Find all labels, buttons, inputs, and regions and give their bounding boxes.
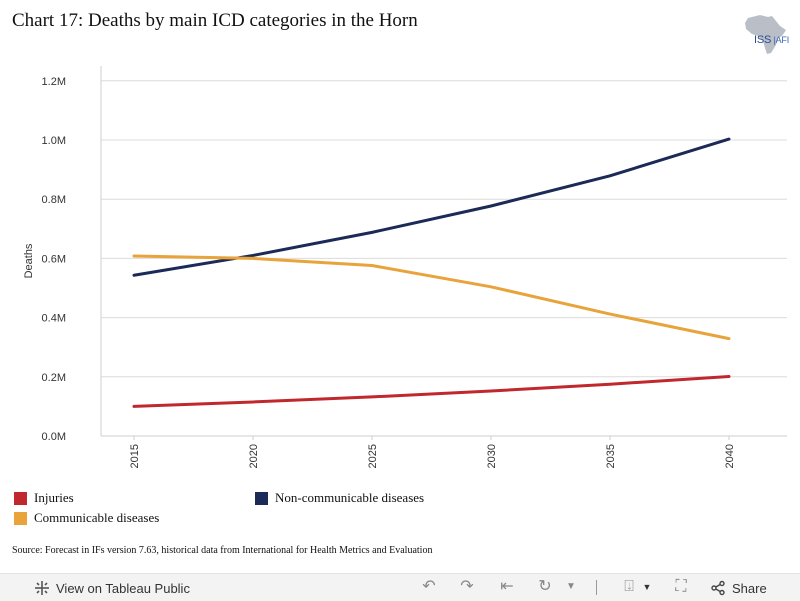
- chevron-down-icon[interactable]: ▼: [566, 581, 576, 592]
- legend-swatch: [14, 491, 27, 505]
- africa-map-icon: [745, 15, 786, 54]
- data-point: [251, 257, 255, 260]
- data-point: [608, 174, 612, 178]
- legend-swatch: [14, 511, 27, 525]
- data-point: [370, 264, 374, 267]
- data-point: [489, 285, 493, 289]
- data-point: [370, 231, 374, 234]
- y-tick-label: 1.2M: [42, 76, 66, 88]
- y-tick-label: 1.0M: [42, 135, 66, 147]
- y-tick-label: 0.4M: [42, 313, 66, 325]
- data-point: [132, 254, 136, 258]
- data-point: [608, 312, 612, 316]
- data-point: [727, 337, 731, 340]
- view-on-tableau-label: View on Tableau Public: [56, 580, 190, 596]
- series-line: [132, 254, 731, 341]
- legend: Injuries Non-communicable diseases Commu…: [14, 490, 794, 534]
- undo-icon[interactable]: ↶: [422, 578, 436, 595]
- y-tick-label: 0.0M: [42, 431, 66, 443]
- series-line: [132, 137, 731, 277]
- fullscreen-icon[interactable]: ⛶: [675, 578, 687, 595]
- share-button[interactable]: Share: [710, 580, 767, 596]
- logo-sub: AFI: [775, 35, 790, 45]
- x-tick-label: 2040: [724, 444, 736, 468]
- data-point: [251, 254, 255, 257]
- download-icon[interactable]: ⍗: [624, 578, 634, 595]
- tableau-logo-icon: [35, 581, 49, 595]
- logo-main: ISS: [754, 34, 772, 46]
- share-icon: [711, 580, 725, 596]
- y-tick-label: 0.8M: [42, 194, 66, 206]
- x-tick-label: 2015: [129, 444, 141, 468]
- y-tick-label: 0.6M: [42, 253, 66, 265]
- source-note: Source: Forecast in IFs version 7.63, hi…: [12, 545, 433, 556]
- data-point: [489, 204, 493, 208]
- legend-swatch: [255, 491, 268, 505]
- data-point: [727, 375, 731, 378]
- data-point: [727, 137, 731, 141]
- legend-item-communicable[interactable]: Communicable diseases: [14, 510, 159, 526]
- x-tick-label: 2020: [248, 444, 260, 468]
- redo-icon[interactable]: ↷: [460, 578, 474, 595]
- tableau-toolbar: View on Tableau Public ↶ ↷ ⇤ ↻ ▼ ⍗ ▼ ⛶ S…: [0, 573, 800, 601]
- series-line: [132, 375, 731, 408]
- legend-item-injuries[interactable]: Injuries: [14, 490, 74, 506]
- data-point: [132, 274, 136, 277]
- chart-title: Chart 17: Deaths by main ICD categories …: [12, 10, 418, 31]
- legend-label: Communicable diseases: [34, 510, 160, 525]
- line-chart: 0.0M 0.2M 0.4M 0.6M 0.8M 1.0M 1.2M Deaths 2015 20…: [23, 66, 787, 468]
- legend-label: Injuries: [34, 490, 74, 505]
- x-tick-label: 2025: [367, 444, 379, 468]
- y-axis-label: Deaths: [23, 243, 35, 278]
- data-point: [370, 395, 374, 399]
- data-point: [251, 400, 255, 404]
- x-tick-label: 2030: [486, 444, 498, 468]
- revert-icon[interactable]: ⇤: [500, 578, 514, 595]
- legend-item-non-communicable[interactable]: Non-communicable diseases: [255, 490, 424, 506]
- download-chevron-icon[interactable]: ▼: [642, 582, 652, 592]
- view-on-tableau-link[interactable]: View on Tableau Public: [34, 580, 190, 596]
- data-point: [489, 389, 493, 393]
- logo-text: ISS |AFI: [754, 34, 789, 46]
- share-label: Share: [732, 580, 767, 596]
- refresh-icon[interactable]: ↻: [538, 578, 552, 595]
- toolbar-divider: [596, 580, 597, 595]
- data-point: [132, 405, 136, 408]
- x-tick-label: 2035: [605, 444, 617, 468]
- y-tick-label: 0.2M: [42, 372, 66, 384]
- data-point: [608, 383, 612, 386]
- legend-label: Non-communicable diseases: [275, 490, 425, 505]
